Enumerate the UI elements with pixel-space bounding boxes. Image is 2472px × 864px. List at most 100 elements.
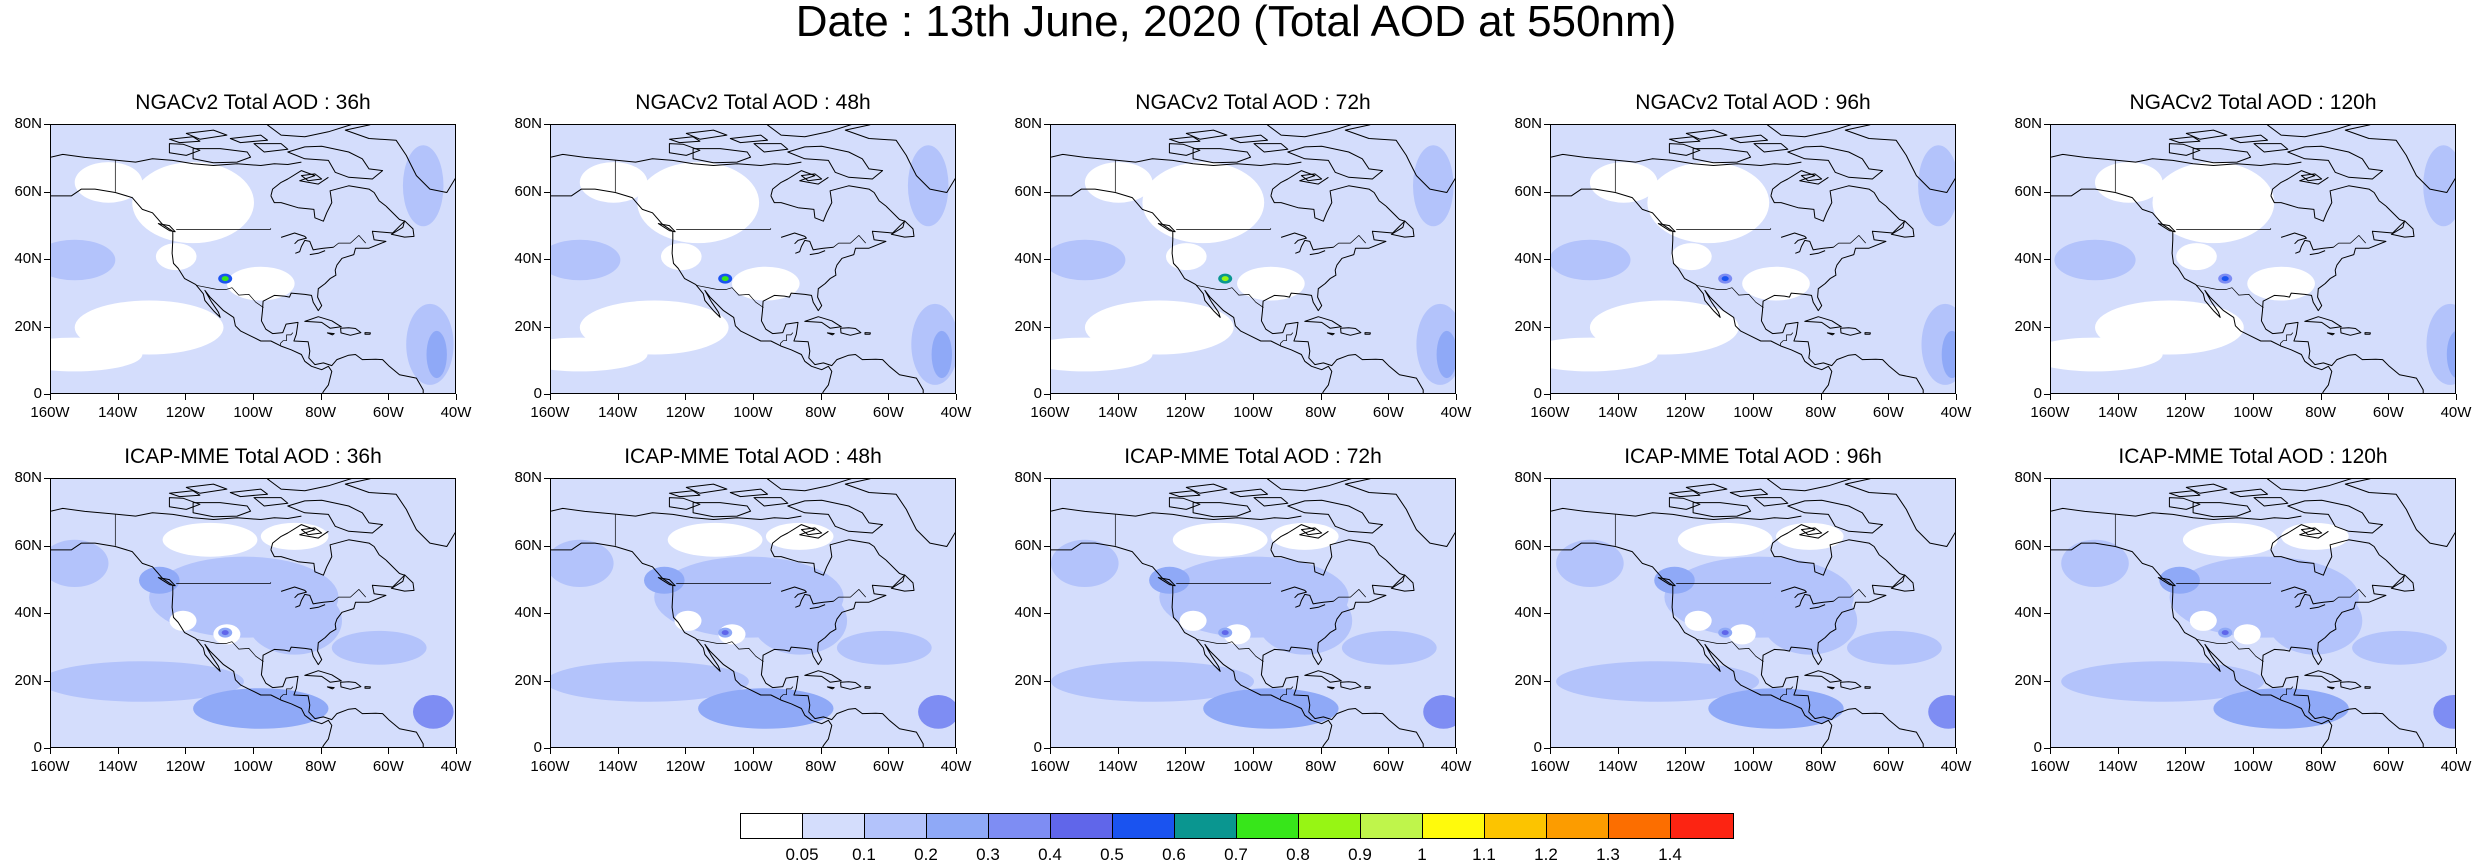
lat-tick-label: 0 — [33, 739, 42, 756]
island-outline — [168, 136, 201, 144]
lon-tick-label: 160W — [1530, 404, 1570, 421]
aod-region — [2108, 212, 2150, 240]
lon-tick-mark — [2388, 394, 2390, 400]
lat-tick-mark — [1044, 124, 1050, 125]
aod-region — [551, 539, 614, 587]
lat-tick-label: 60N — [1514, 182, 1542, 200]
coastline — [2260, 205, 2424, 393]
island-outline — [2340, 681, 2362, 690]
aod-region — [698, 688, 834, 729]
aod-region — [551, 661, 749, 702]
lon-tick-mark — [1820, 748, 1822, 754]
country-border — [1176, 228, 1272, 230]
country-border — [833, 235, 866, 248]
coastline — [809, 604, 826, 610]
aod-region — [931, 330, 952, 379]
lat-tick-label: 60N — [14, 536, 42, 554]
colorbar-swatch — [989, 814, 1051, 838]
island-outline — [185, 129, 228, 140]
aod-region — [2051, 337, 2163, 372]
coastline — [1770, 170, 1829, 197]
island-outline — [840, 327, 862, 336]
coastline — [295, 239, 334, 254]
island-outline — [1287, 499, 1384, 534]
lon-tick-mark — [550, 394, 551, 400]
aod-region — [661, 243, 702, 271]
aod-region — [1098, 212, 1139, 240]
lat-tick-label: 40N — [14, 250, 42, 267]
coastline — [1270, 170, 1329, 197]
island-outline — [2390, 574, 2415, 592]
island-outline — [2253, 497, 2289, 507]
lon-tick-mark — [1253, 394, 1254, 400]
colorbar-label: 0.3 — [976, 845, 1000, 864]
coastline — [551, 188, 833, 393]
lon-tick-mark — [117, 748, 119, 754]
lat-tick-mark — [44, 680, 50, 682]
island-outline — [1668, 136, 1701, 144]
lon-tick-mark — [956, 748, 957, 754]
lat-tick-label: 60N — [2014, 182, 2042, 200]
lon-tick-mark — [1117, 748, 1119, 754]
island-outline — [800, 527, 823, 536]
aod-region — [667, 522, 763, 557]
dust-plume-core — [221, 276, 229, 282]
lon-tick-label: 40W — [1440, 758, 1472, 775]
island-outline — [1864, 332, 1871, 335]
island-outline — [168, 490, 201, 498]
lat-tick-mark — [1044, 545, 1050, 547]
aod-field-svg — [551, 479, 955, 747]
island-outline — [668, 497, 701, 510]
island-outline — [2168, 143, 2201, 156]
island-outline — [1229, 488, 1268, 498]
coastline — [2270, 539, 2387, 576]
lon-tick-label: 40W — [2440, 404, 2472, 421]
lat-tick-mark — [44, 748, 50, 749]
island-outline — [668, 490, 701, 498]
lon-tick-label: 80W — [1805, 758, 1837, 775]
aod-region — [1142, 162, 1265, 244]
island-outline — [304, 670, 342, 683]
colorbar-label: 1 — [1417, 845, 1427, 864]
island-outline — [1890, 220, 1915, 238]
island-outline — [1168, 143, 1201, 156]
colorbar-swatch — [1361, 814, 1423, 838]
coastline — [1551, 188, 1833, 393]
island-outline — [1657, 223, 1676, 233]
aod-region — [1237, 266, 1305, 301]
island-outline — [1344, 125, 1455, 193]
lon-tick-mark — [1456, 748, 1457, 754]
lon-tick-label: 160W — [30, 758, 70, 775]
lon-tick-label: 80W — [1805, 404, 1837, 421]
lat-tick-label: 40N — [514, 250, 542, 267]
lon-tick-label: 80W — [305, 758, 337, 775]
lon-tick-label: 60W — [372, 404, 404, 421]
lon-tick-label: 60W — [1872, 404, 1904, 421]
aod-region — [1603, 212, 1644, 240]
lat-tick-label: 20N — [514, 317, 542, 335]
lat-tick-label: 0 — [1533, 385, 1542, 402]
lon-tick-mark — [2050, 748, 2051, 754]
coastline — [795, 593, 834, 608]
lat-tick-mark — [2044, 394, 2050, 395]
island-outline — [2287, 499, 2384, 534]
lat-tick-mark — [2044, 191, 2050, 193]
lat-tick-mark — [1544, 124, 1550, 125]
coastline — [2280, 586, 2307, 599]
lon-tick-mark — [2185, 748, 2187, 754]
lat-tick-mark — [544, 326, 550, 328]
lat-tick-mark — [1044, 748, 1050, 749]
lat-tick-mark — [544, 124, 550, 125]
island-outline — [2344, 479, 2455, 547]
island-outline — [1844, 479, 1955, 547]
island-outline — [1804, 316, 1842, 329]
lon-tick-label: 120W — [665, 404, 705, 421]
lon-tick-label: 140W — [2098, 404, 2138, 421]
coastline — [1780, 586, 1807, 599]
country-border — [676, 582, 772, 584]
aod-field-svg — [1551, 479, 1955, 747]
lon-tick-mark — [2320, 394, 2322, 400]
lat-tick-label: 80N — [1514, 115, 1542, 132]
coastline — [1551, 507, 1802, 520]
island-outline — [1364, 686, 1371, 689]
